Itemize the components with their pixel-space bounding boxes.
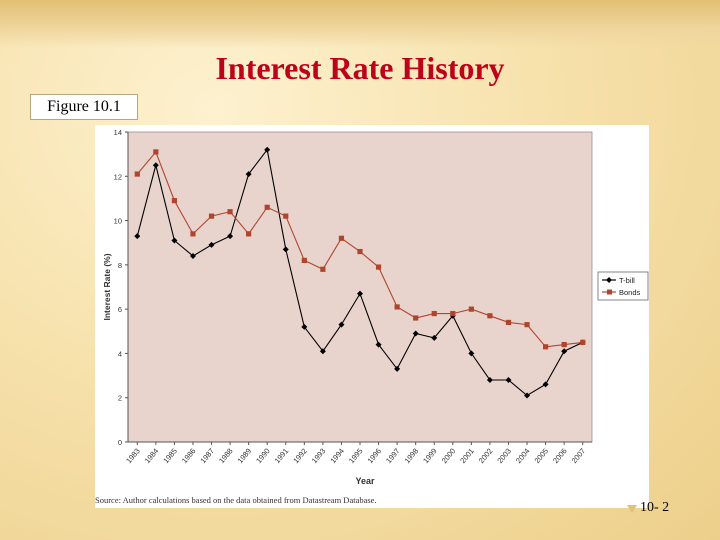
slide-title: Interest Rate History (215, 50, 505, 86)
bonds-data-point (487, 313, 493, 319)
x-tick-label: 1994 (328, 447, 346, 466)
x-tick-label: 1991 (273, 447, 291, 466)
x-tick-label: 2007 (570, 447, 588, 466)
legend-square-marker (607, 289, 612, 295)
bonds-data-point (338, 235, 345, 241)
bonds-data-point (190, 231, 196, 237)
bonds-data-point (431, 310, 437, 317)
x-tick-label: 1996 (365, 447, 383, 466)
x-tick-label: 2005 (533, 447, 551, 466)
tbill-data-point (319, 348, 326, 355)
tbill-data-point (412, 330, 419, 337)
tbill-data-point (264, 146, 271, 153)
nav-arrow-icon (627, 505, 637, 513)
source-note: Source: Author calculations based on the… (95, 495, 377, 505)
x-tick-label: 1986 (180, 447, 198, 466)
y-tick-label: 10 (114, 217, 122, 226)
x-tick-label: 2002 (477, 447, 495, 466)
y-tick-label: 0 (118, 438, 122, 447)
bonds-data-point (171, 198, 177, 204)
x-tick-label: 1999 (421, 447, 439, 466)
x-tick-label: 2006 (551, 447, 569, 466)
x-tick-label: 1983 (124, 447, 142, 466)
slide-header-band (0, 0, 720, 48)
tbill-data-point (431, 334, 438, 341)
bonds-data-point (301, 257, 307, 264)
bonds-data-point (561, 341, 567, 348)
x-axis-label: Year (355, 476, 375, 486)
x-tick-label: 1989 (236, 447, 254, 466)
tbill-data-point (561, 348, 568, 355)
y-tick-label: 4 (118, 349, 122, 358)
x-tick-label: 2001 (458, 447, 476, 466)
interest-rate-chart: 0 2 4 6 8 10 12 14 1983 1984 1985 1986 1987 1988 1989… (95, 128, 649, 505)
bonds-data-point (246, 231, 252, 237)
tbill-data-point (542, 381, 549, 388)
bonds-data-point (394, 304, 400, 310)
x-tick-label: 2003 (495, 447, 513, 466)
bonds-data-point (357, 248, 363, 255)
tbill-data-point (486, 377, 493, 383)
tbill-data-point (505, 377, 512, 383)
y-tick-label: 2 (118, 394, 122, 403)
legend-box (597, 271, 649, 301)
bonds-data-point (227, 209, 233, 215)
plot-area (127, 131, 593, 443)
tbill-data-point (245, 171, 252, 178)
legend-label: T-bill (619, 276, 635, 285)
bonds-data-point (450, 310, 456, 317)
bonds-data-point (375, 264, 382, 270)
tbill-data-point (468, 350, 475, 357)
x-tick-label: 2000 (440, 447, 458, 466)
tbill-data-point (301, 323, 308, 330)
bonds-data-point (580, 339, 586, 345)
tbill-data-point (227, 233, 234, 240)
tbill-data-point (171, 237, 178, 244)
x-tick-label: 1997 (384, 447, 402, 466)
tbill-data-point (208, 241, 215, 248)
tbill-data-point (134, 233, 141, 240)
tbill-data-point (524, 392, 531, 399)
tbill-data-point (375, 341, 382, 348)
bonds-data-point (468, 306, 474, 312)
bonds-data-point (264, 204, 270, 210)
x-tick-label: 1987 (198, 447, 216, 466)
tbill-data-point (357, 290, 363, 297)
x-tick-label: 2004 (514, 447, 532, 466)
bonds-data-point (283, 213, 289, 219)
y-tick-label: 6 (118, 305, 122, 314)
legend-label: Bonds (619, 288, 641, 297)
tbill-data-point (189, 253, 196, 259)
tbill-data-point (338, 321, 345, 328)
slide-number: 10- 2 (640, 500, 670, 515)
bonds-data-point (524, 322, 530, 328)
bonds-data-point (505, 319, 512, 326)
bonds-data-point (134, 171, 140, 177)
tbill-data-point (394, 365, 401, 372)
y-tick-label: 12 (114, 172, 122, 181)
bonds-data-point (320, 266, 326, 272)
x-tick-label: 1992 (291, 447, 309, 466)
bonds-data-point (208, 213, 215, 219)
x-tick-label: 1984 (143, 447, 161, 466)
bonds-data-point (543, 344, 549, 350)
x-tick-label: 1988 (217, 447, 235, 466)
legend-diamond-marker (606, 277, 612, 283)
x-tick-label: 1990 (254, 447, 272, 466)
y-axis-label: Interest Rate (%) (102, 253, 112, 320)
x-tick-label: 1995 (347, 447, 365, 466)
bonds-data-point (153, 149, 159, 155)
x-tick-label: 1993 (310, 447, 328, 466)
x-tick-label: 1998 (403, 447, 421, 466)
bonds-data-point (413, 315, 419, 321)
y-tick-label: 8 (118, 261, 122, 270)
x-tick-label: 1985 (161, 447, 179, 466)
y-tick-label: 14 (114, 128, 122, 137)
tbill-data-point (282, 246, 289, 253)
tbill-data-point (152, 162, 159, 169)
figure-label: Figure 10.1 (30, 94, 138, 120)
